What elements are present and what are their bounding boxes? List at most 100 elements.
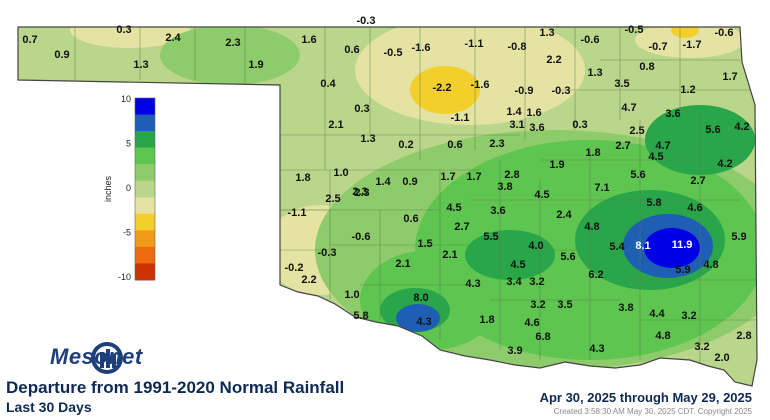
station-value: 1.8	[585, 147, 600, 159]
legend-tick-label: 10	[121, 94, 131, 104]
station-value: 5.4	[609, 241, 625, 253]
map-title: Departure from 1991-2020 Normal Rainfall	[6, 378, 345, 397]
station-value: -0.9	[515, 85, 534, 97]
station-value: 4.2	[734, 121, 749, 133]
station-value: 2.7	[690, 175, 705, 187]
station-value: 3.5	[557, 299, 572, 311]
station-value: 0.3	[354, 103, 369, 115]
station-value: 4.5	[648, 151, 663, 163]
station-value: 1.7	[722, 71, 737, 83]
legend-tick-label: -10	[118, 272, 131, 282]
wet-zone-3b	[465, 230, 555, 280]
station-value: -0.2	[285, 262, 304, 274]
station-value: 1.2	[680, 84, 695, 96]
legend-tick-label: 5	[126, 139, 131, 149]
station-value: 5.9	[731, 231, 746, 243]
station-value: 6.2	[588, 269, 603, 281]
wet-zone-5	[644, 228, 700, 268]
station-value: 2.1	[395, 258, 410, 270]
station-value: 1.3	[587, 67, 602, 79]
station-value: 1.9	[248, 59, 263, 71]
legend-swatch	[135, 213, 155, 231]
station-value: 4.2	[717, 158, 732, 170]
dry-zone-northwest	[70, 27, 190, 48]
station-value: 0.9	[54, 49, 69, 61]
station-value: 4.8	[703, 259, 718, 271]
station-value: 1.6	[301, 34, 316, 46]
station-value: 1.3	[539, 27, 554, 39]
station-value: 2.4	[556, 209, 572, 221]
logo-text: Mesonet	[50, 344, 143, 369]
station-value: 2.3	[225, 37, 240, 49]
station-value: 2.3	[354, 187, 369, 199]
station-value: 2.0	[714, 352, 729, 364]
station-value: 8.1	[635, 240, 650, 252]
station-value: 3.6	[529, 122, 544, 134]
station-value: 5.6	[630, 169, 645, 181]
station-value: 1.9	[549, 159, 564, 171]
mesonet-logo-icon	[91, 342, 123, 374]
station-value: 0.3	[116, 24, 131, 36]
station-value: 4.3	[416, 316, 431, 328]
legend-swatch	[135, 180, 155, 198]
station-value: 3.6	[490, 205, 505, 217]
station-value: 0.3	[572, 119, 587, 131]
station-value: 4.0	[528, 240, 543, 252]
station-value: 8.0	[413, 292, 428, 304]
station-value: 3.2	[530, 299, 545, 311]
station-value: 4.6	[687, 202, 702, 214]
legend-swatch	[135, 131, 155, 149]
station-value: 4.8	[584, 221, 599, 233]
station-value: 0.4	[320, 78, 336, 90]
station-value: 2.1	[328, 119, 343, 131]
station-value: 2.5	[629, 125, 644, 137]
station-value: 4.5	[534, 189, 549, 201]
legend-swatch	[135, 98, 155, 116]
legend-tick-label: -5	[123, 228, 131, 238]
state-outline	[17, 26, 758, 387]
station-value: 5.9	[675, 264, 690, 276]
station-value: 1.5	[417, 238, 432, 250]
station-value: 1.0	[333, 167, 348, 179]
station-value: 2.5	[325, 193, 340, 205]
dry-zone-northeast	[635, 27, 745, 58]
station-value: -1.6	[471, 79, 490, 91]
date-range: Apr 30, 2025 through May 29, 2025	[539, 390, 752, 405]
station-values: -0.30.70.90.32.41.32.31.91.60.6 -0.5 -1.6-…	[22, 15, 751, 364]
station-value: -0.3	[357, 15, 376, 27]
station-value: 3.1	[509, 119, 524, 131]
station-value: 4.3	[465, 278, 480, 290]
station-value: 5.5	[483, 231, 498, 243]
station-value: 2.7	[454, 221, 469, 233]
station-value: 1.3	[360, 133, 375, 145]
legend-swatch	[135, 114, 155, 132]
station-value: 5.6	[705, 124, 720, 136]
station-value: 0.6	[403, 213, 418, 225]
legend-swatch	[135, 197, 155, 215]
station-value: 3.6	[665, 108, 680, 120]
station-value: 1.7	[466, 171, 481, 183]
station-value: 2.8	[504, 169, 519, 181]
station-value: 2.3	[489, 138, 504, 150]
station-value: 1.8	[295, 172, 310, 184]
station-value: -0.5	[384, 47, 403, 59]
station-value: -0.8	[508, 41, 527, 53]
station-value: 6.8	[535, 331, 550, 343]
station-value: -1.7	[683, 39, 702, 51]
station-value: -0.6	[581, 34, 600, 46]
station-value: 2.3	[352, 186, 367, 198]
station-value: -0.3	[552, 85, 571, 97]
county-lines	[74, 27, 757, 370]
legend-frame	[134, 97, 156, 281]
color-legend: 10 5 0 -5 -10 inches	[103, 94, 156, 282]
station-value: -1.1	[451, 112, 470, 124]
station-value: 0.8	[639, 61, 654, 73]
station-value: -1.1	[465, 38, 484, 50]
legend-unit-label: inches	[103, 175, 113, 202]
station-value: 5.8	[353, 310, 368, 322]
station-value: 3.8	[618, 302, 633, 314]
station-value: 4.7	[621, 102, 636, 114]
legend-swatch	[135, 147, 155, 165]
station-value: -0.6	[715, 27, 734, 39]
station-value: -1.6	[412, 42, 431, 54]
